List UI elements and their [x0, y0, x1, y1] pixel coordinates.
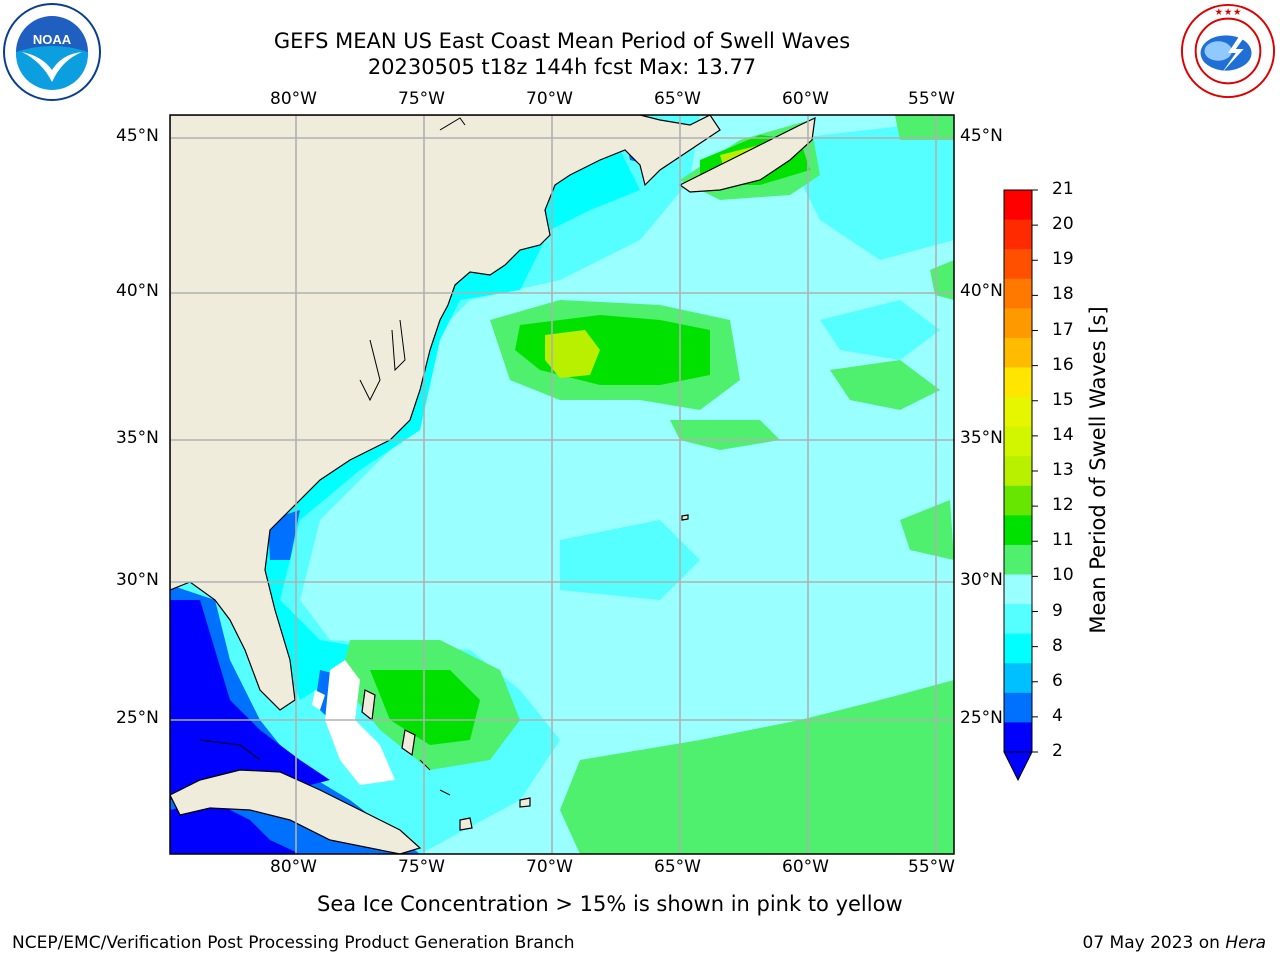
colorbar-tick-label: 11 [1052, 530, 1074, 551]
colorbar-segment [1004, 190, 1032, 221]
colorbar-title: Mean Period of Swell Waves [s] [1086, 306, 1110, 634]
colorbar-segment [1004, 249, 1032, 280]
graticule [170, 115, 954, 854]
lon-label-bottom: 65°W [654, 857, 701, 877]
colorbar-segment [1004, 456, 1032, 487]
sea-ice-note: Sea Ice Concentration > 15% is shown in … [317, 892, 903, 916]
lat-label-left: 30°N [116, 570, 159, 590]
colorbar-segment [1004, 692, 1032, 723]
lat-label-left: 40°N [116, 281, 159, 301]
lat-label-right: 40°N [960, 281, 1003, 301]
lon-label-bottom: 60°W [782, 857, 829, 877]
lon-label-top: 70°W [526, 89, 573, 109]
lat-label-right: 35°N [960, 428, 1003, 448]
lon-label-bottom: 55°W [908, 857, 955, 877]
lon-label-top: 75°W [398, 89, 445, 109]
colorbar-segment [1004, 367, 1032, 398]
date-line: 07 May 2023 on Hera [1083, 933, 1267, 953]
lon-label-top: 55°W [908, 89, 955, 109]
lon-label-top: 65°W [654, 89, 701, 109]
colorbar-segment [1004, 633, 1032, 664]
colorbar-extend-arrow [1003, 751, 1033, 782]
lat-label-left: 45°N [116, 126, 159, 146]
svg-text:★ ★ ★: ★ ★ ★ [1215, 8, 1241, 17]
noaa-logo: NOAA [3, 3, 101, 101]
colorbar-tick-label: 4 [1052, 705, 1063, 726]
land [170, 115, 816, 854]
colorbar-segment [1004, 663, 1032, 694]
colorbar-segment [1004, 485, 1032, 516]
colorbar-segment [1004, 515, 1032, 546]
colorbar-segment [1004, 722, 1032, 753]
colorbar-segment [1004, 278, 1032, 309]
colorbar-tick-label: 14 [1052, 424, 1074, 445]
date-text: 07 May 2023 on [1082, 933, 1226, 953]
chart-subtitle: 20230505 t18z 144h fcst Max: 13.77 [367, 55, 757, 79]
colorbar-segment [1004, 308, 1032, 339]
lon-label-bottom: 80°W [270, 857, 317, 877]
colorbar-tick-label: 15 [1052, 389, 1074, 410]
no-data-region [312, 660, 395, 785]
lat-label-right: 45°N [960, 126, 1003, 146]
lon-label-bottom: 70°W [526, 857, 573, 877]
colorbar-tick-label: 20 [1052, 214, 1074, 235]
credit-line: NCEP/EMC/Verification Post Processing Pr… [12, 933, 575, 953]
colorbar-segment [1004, 426, 1032, 457]
colorbar-tick-label: 17 [1052, 319, 1074, 340]
coastline-detail [199, 117, 466, 796]
map-frame [169, 114, 955, 855]
colorbar-segment [1004, 337, 1032, 368]
colorbar-tick-label: 10 [1052, 565, 1074, 586]
lat-label-left: 35°N [116, 428, 159, 448]
noaa-logo-text: NOAA [33, 32, 72, 47]
colorbar-tick-label: 21 [1052, 179, 1074, 199]
colorbar-segment [1004, 544, 1032, 576]
nws-logo: ★ ★ ★ [1180, 3, 1276, 99]
lat-label-right: 25°N [960, 708, 1003, 728]
lat-label-left: 25°N [116, 708, 159, 728]
swell-4-6s-region [260, 150, 640, 700]
machine-name: Hera [1225, 933, 1266, 953]
colorbar-tick-label: 8 [1052, 635, 1063, 656]
colorbar-tick-label: 18 [1052, 284, 1074, 305]
colorbar-tick-label: 19 [1052, 249, 1074, 270]
colorbar-segment [1004, 574, 1032, 605]
map-field [170, 115, 954, 854]
lon-label-top: 80°W [270, 89, 317, 109]
lat-label-right: 30°N [960, 570, 1003, 590]
colorbar-segment [1004, 604, 1032, 635]
colorbar-tick-label: 2 [1052, 741, 1063, 761]
lon-label-bottom: 75°W [398, 857, 445, 877]
colorbar-tick-label: 9 [1052, 600, 1063, 621]
lon-label-top: 60°W [782, 89, 829, 109]
colorbar-tick-label: 12 [1052, 495, 1074, 516]
colorbar [1003, 189, 1038, 782]
chart-title: GEFS MEAN US East Coast Mean Period of S… [273, 29, 851, 53]
colorbar-segment [1004, 397, 1032, 428]
colorbar-tick-label: 16 [1052, 354, 1074, 375]
colorbar-segment [1004, 219, 1032, 250]
colorbar-tick-label: 13 [1052, 460, 1074, 480]
colorbar-tick-label: 6 [1052, 670, 1063, 691]
